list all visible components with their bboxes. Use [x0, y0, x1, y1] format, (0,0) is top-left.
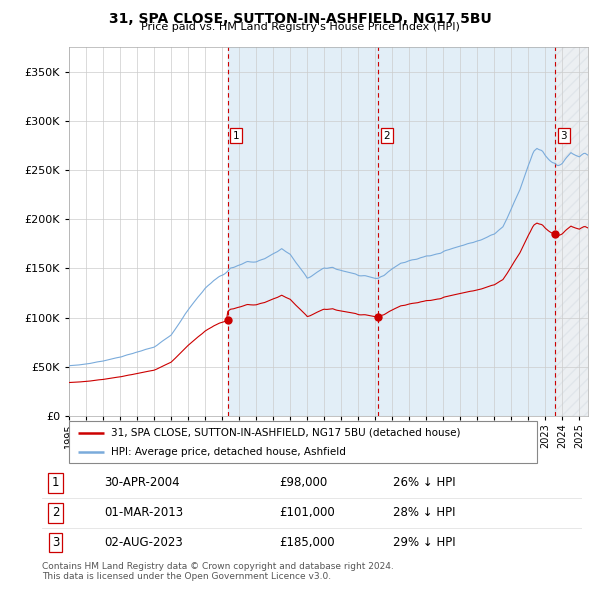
Text: 29% ↓ HPI: 29% ↓ HPI — [393, 536, 455, 549]
Text: 02-AUG-2023: 02-AUG-2023 — [104, 536, 183, 549]
Text: 1: 1 — [52, 476, 59, 489]
Text: Price paid vs. HM Land Registry's House Price Index (HPI): Price paid vs. HM Land Registry's House … — [140, 22, 460, 32]
Text: 1: 1 — [233, 131, 239, 140]
Text: 31, SPA CLOSE, SUTTON-IN-ASHFIELD, NG17 5BU: 31, SPA CLOSE, SUTTON-IN-ASHFIELD, NG17 … — [109, 12, 491, 26]
Text: 28% ↓ HPI: 28% ↓ HPI — [393, 506, 455, 519]
Bar — [556, 47, 596, 416]
Text: £185,000: £185,000 — [280, 536, 335, 549]
Text: 30-APR-2004: 30-APR-2004 — [104, 476, 180, 489]
Text: £98,000: £98,000 — [280, 476, 328, 489]
Text: 01-MAR-2013: 01-MAR-2013 — [104, 506, 183, 519]
Text: £101,000: £101,000 — [280, 506, 335, 519]
Bar — [228, 47, 378, 416]
Text: 2: 2 — [52, 506, 59, 519]
FancyBboxPatch shape — [69, 421, 537, 463]
Bar — [378, 47, 556, 416]
Text: 2: 2 — [383, 131, 390, 140]
Text: This data is licensed under the Open Government Licence v3.0.: This data is licensed under the Open Gov… — [42, 572, 331, 581]
Text: 3: 3 — [52, 536, 59, 549]
Text: 31, SPA CLOSE, SUTTON-IN-ASHFIELD, NG17 5BU (detached house): 31, SPA CLOSE, SUTTON-IN-ASHFIELD, NG17 … — [111, 428, 461, 438]
Text: Contains HM Land Registry data © Crown copyright and database right 2024.: Contains HM Land Registry data © Crown c… — [42, 562, 394, 571]
Text: 26% ↓ HPI: 26% ↓ HPI — [393, 476, 455, 489]
Text: HPI: Average price, detached house, Ashfield: HPI: Average price, detached house, Ashf… — [111, 447, 346, 457]
Text: 3: 3 — [560, 131, 567, 140]
